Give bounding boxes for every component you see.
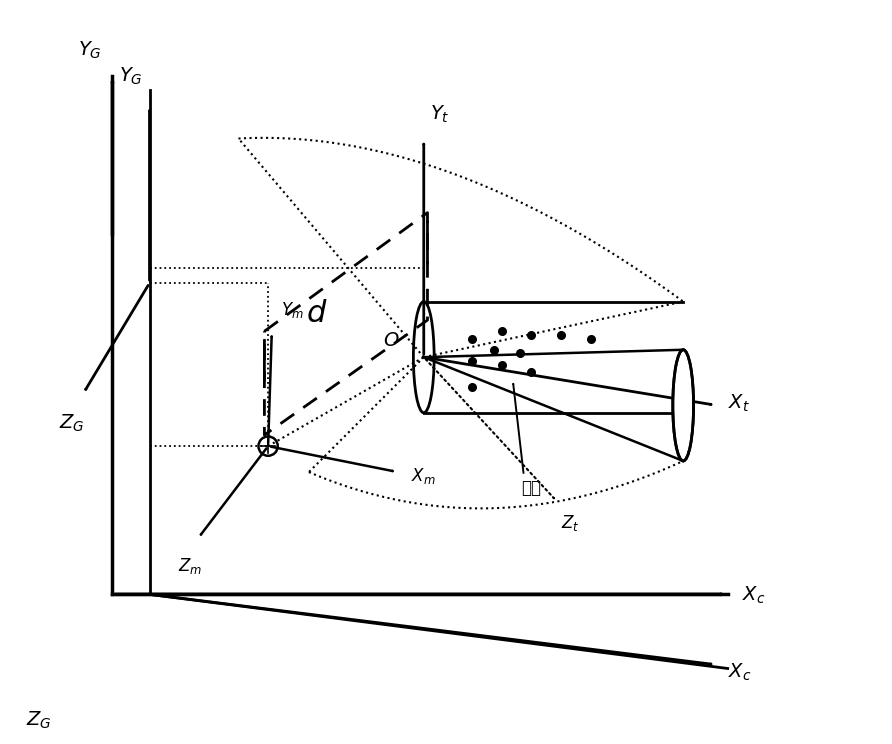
Text: $X_c$: $X_c$ — [742, 586, 766, 606]
Text: $Y_G$: $Y_G$ — [120, 65, 143, 86]
Text: $Y_G$: $Y_G$ — [78, 39, 102, 61]
Text: $X_m$: $X_m$ — [411, 466, 436, 486]
Text: $Z_G$: $Z_G$ — [59, 413, 85, 434]
Text: $Z_G$: $Z_G$ — [26, 709, 51, 731]
Text: 碎片: 碎片 — [521, 479, 541, 498]
Ellipse shape — [673, 350, 694, 461]
Text: $Z_t$: $Z_t$ — [561, 513, 580, 533]
Text: $Y_m$: $Y_m$ — [282, 300, 304, 320]
Text: $O$: $O$ — [384, 331, 400, 350]
Text: $Z_m$: $Z_m$ — [178, 556, 202, 576]
Text: $X_t$: $X_t$ — [728, 393, 749, 414]
Text: $d$: $d$ — [306, 299, 327, 328]
Text: $Y_t$: $Y_t$ — [430, 104, 450, 125]
Text: $X_c$: $X_c$ — [728, 661, 751, 683]
